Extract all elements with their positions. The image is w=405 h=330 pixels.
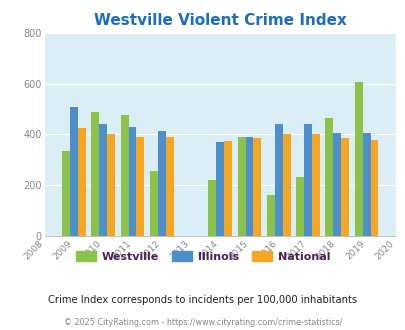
Bar — [354, 82, 362, 236]
Bar — [296, 177, 303, 236]
Bar — [107, 135, 115, 236]
Bar — [99, 124, 107, 236]
Bar — [237, 137, 245, 236]
Bar — [62, 151, 70, 236]
Bar — [165, 137, 173, 236]
Text: Crime Index corresponds to incidents per 100,000 inhabitants: Crime Index corresponds to incidents per… — [48, 295, 357, 305]
Bar — [362, 133, 370, 236]
Bar — [91, 112, 99, 236]
Bar — [208, 180, 216, 236]
Bar — [266, 195, 274, 236]
Bar — [78, 128, 85, 236]
Bar — [136, 137, 144, 236]
Bar — [224, 141, 232, 236]
Legend: Westville, Illinois, National: Westville, Illinois, National — [71, 247, 334, 267]
Bar — [341, 138, 348, 236]
Bar — [120, 115, 128, 236]
Bar — [158, 131, 165, 236]
Bar — [325, 118, 333, 236]
Bar — [303, 124, 311, 236]
Bar — [311, 135, 319, 236]
Bar — [70, 107, 78, 236]
Bar — [370, 140, 377, 236]
Title: Westville Violent Crime Index: Westville Violent Crime Index — [94, 13, 346, 28]
Bar — [216, 142, 224, 236]
Bar — [245, 137, 253, 236]
Bar — [333, 133, 341, 236]
Bar — [128, 127, 136, 236]
Bar — [274, 124, 282, 236]
Bar — [282, 135, 290, 236]
Bar — [253, 138, 261, 236]
Text: © 2025 CityRating.com - https://www.cityrating.com/crime-statistics/: © 2025 CityRating.com - https://www.city… — [64, 318, 341, 327]
Bar — [149, 171, 158, 236]
